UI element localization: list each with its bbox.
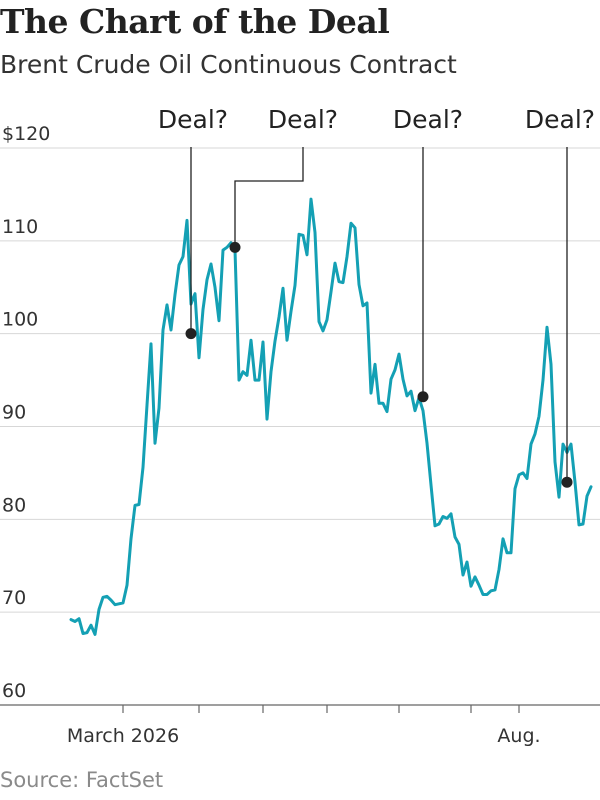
y-axis: 60 70 80 90 100 110 $120 bbox=[2, 123, 50, 702]
annotation-dot bbox=[229, 241, 241, 253]
y-tick-label-60: 60 bbox=[2, 680, 26, 702]
y-tick-label-80: 80 bbox=[2, 494, 26, 516]
brent-crude-line bbox=[69, 197, 593, 636]
annotation-label: Deal? bbox=[268, 105, 338, 134]
x-tick-label: March 2026 bbox=[67, 725, 179, 747]
y-tick-label-90: 90 bbox=[2, 402, 26, 424]
x-tick-label: Aug. bbox=[497, 725, 540, 747]
annotation-leader-line bbox=[234, 147, 304, 248]
x-axis: March 2026 Aug. bbox=[67, 705, 541, 747]
gridlines bbox=[0, 147, 600, 706]
annotations: Deal? Deal? Deal? Deal? bbox=[158, 105, 595, 488]
chart-subtitle: Brent Crude Oil Continuous Contract bbox=[0, 50, 457, 79]
y-tick-label-70: 70 bbox=[2, 587, 26, 609]
annotation-3: Deal? bbox=[393, 105, 463, 403]
source-note: Source: FactSet bbox=[0, 768, 164, 792]
annotation-dot bbox=[185, 328, 197, 340]
annotation-1: Deal? bbox=[158, 105, 228, 340]
annotation-label: Deal? bbox=[525, 105, 595, 134]
series-group bbox=[69, 197, 593, 636]
annotation-4: Deal? bbox=[525, 105, 595, 488]
annotation-2: Deal? bbox=[229, 105, 338, 253]
annotation-dot bbox=[417, 391, 429, 403]
y-tick-label-120: $120 bbox=[2, 123, 50, 145]
annotation-dot bbox=[561, 476, 573, 488]
annotation-label: Deal? bbox=[393, 105, 463, 134]
y-tick-label-110: 110 bbox=[2, 216, 38, 238]
y-tick-label-100: 100 bbox=[2, 309, 38, 331]
annotation-label: Deal? bbox=[158, 105, 228, 134]
chart-title: The Chart of the Deal bbox=[0, 2, 390, 41]
